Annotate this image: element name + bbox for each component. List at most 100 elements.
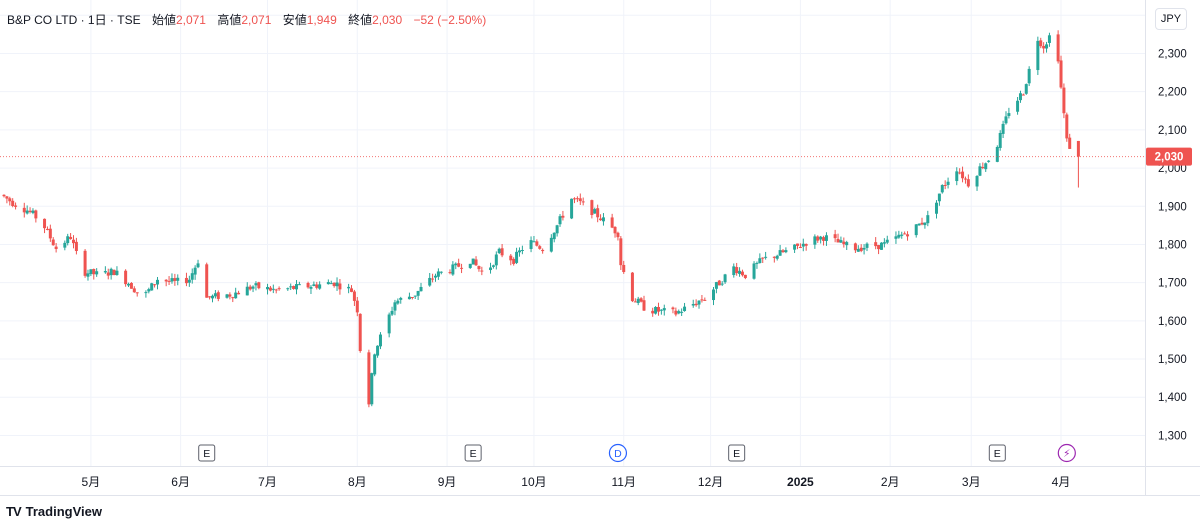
tradingview-brand[interactable]: TV TradingView bbox=[6, 504, 102, 519]
event-label: ⚡ bbox=[1063, 448, 1070, 460]
candle-body bbox=[271, 288, 275, 290]
candle-body bbox=[5, 196, 9, 199]
candle-body bbox=[772, 256, 776, 258]
price-axis[interactable]: 1,300 1,400 1,500 1,600 1,700 1,800 1,900 2,000… bbox=[1146, 10, 1192, 442]
candle-body bbox=[541, 249, 545, 252]
candle-body bbox=[923, 222, 927, 226]
candle-body bbox=[213, 293, 217, 297]
event-markers[interactable]: E E D E E ⚡ bbox=[198, 443, 1076, 463]
candle-body bbox=[906, 234, 910, 237]
candle-body bbox=[549, 237, 553, 252]
candle-body bbox=[225, 294, 229, 298]
candle-body bbox=[245, 286, 249, 296]
news-event-marker[interactable]: ⚡ bbox=[1057, 443, 1076, 463]
grid-lines bbox=[0, 0, 1145, 466]
candle-body bbox=[573, 198, 576, 200]
earnings-event-marker[interactable]: E bbox=[728, 444, 746, 462]
candle-body bbox=[228, 294, 232, 297]
candle-body bbox=[552, 232, 556, 240]
candle-body bbox=[1016, 100, 1020, 112]
candle-body bbox=[352, 291, 356, 301]
candle-body bbox=[995, 146, 999, 162]
candle-body bbox=[1045, 44, 1049, 49]
candle-body bbox=[431, 278, 435, 280]
candle-body bbox=[277, 288, 281, 290]
candle-body bbox=[862, 248, 866, 250]
y-tick-label: 1,600 bbox=[1158, 316, 1187, 328]
candle-body bbox=[376, 345, 380, 356]
candle-body bbox=[639, 298, 643, 302]
x-tick-label: 11月 bbox=[611, 475, 635, 489]
candle-body bbox=[816, 236, 820, 241]
candle-body bbox=[1001, 123, 1005, 134]
candle-body bbox=[885, 239, 889, 243]
earnings-event-marker[interactable]: E bbox=[988, 444, 1006, 462]
candle-body bbox=[966, 179, 970, 187]
candle-body bbox=[127, 283, 131, 286]
candle-body bbox=[622, 264, 626, 273]
earnings-event-marker[interactable]: E bbox=[198, 444, 216, 462]
candle-body bbox=[48, 228, 52, 239]
earnings-event-marker[interactable]: E bbox=[464, 444, 482, 462]
candle-body bbox=[865, 243, 869, 248]
candle-body bbox=[853, 243, 857, 251]
symbol-title: B&P CO LTD · 1日 · TSE bbox=[7, 13, 141, 27]
candle-body bbox=[124, 270, 128, 285]
candle-body bbox=[877, 245, 881, 250]
x-tick-label: 6月 bbox=[171, 475, 190, 489]
candle-body bbox=[636, 298, 640, 303]
candle-body bbox=[167, 280, 171, 282]
candle-body bbox=[781, 250, 785, 253]
candle-body bbox=[306, 282, 310, 288]
candle-body bbox=[155, 279, 159, 285]
candle-body bbox=[234, 292, 238, 299]
candle-body bbox=[106, 272, 110, 276]
candle-body bbox=[691, 304, 695, 306]
candle-body bbox=[943, 184, 947, 186]
candle-body bbox=[358, 313, 362, 352]
candle-body bbox=[662, 308, 666, 311]
candle-body bbox=[164, 279, 168, 282]
candle-body bbox=[517, 250, 521, 253]
candle-body bbox=[903, 233, 907, 235]
candle-body bbox=[63, 242, 67, 248]
dividend-event-marker[interactable]: D bbox=[608, 443, 628, 463]
candle-body bbox=[651, 310, 655, 314]
candle-body bbox=[294, 284, 298, 290]
axes bbox=[0, 0, 1200, 496]
candle-body bbox=[633, 301, 637, 303]
candle-body bbox=[407, 296, 411, 300]
candle-body bbox=[735, 267, 739, 274]
candle-body bbox=[680, 311, 684, 313]
candle-body bbox=[561, 215, 565, 218]
candle-body bbox=[610, 217, 614, 228]
candle-body bbox=[150, 283, 154, 291]
x-tick-label: 7月 bbox=[258, 475, 277, 489]
candle-body bbox=[274, 289, 278, 291]
candle-body bbox=[144, 292, 148, 294]
y-tick-label: 2,200 bbox=[1158, 87, 1187, 99]
candle-body bbox=[703, 299, 707, 301]
time-axis[interactable]: 5月 6月 7月 8月 9月 10月 11月 12月 2025 2月 3月 4月 bbox=[82, 475, 1071, 489]
open-label: 始値 bbox=[151, 13, 176, 27]
candle-body bbox=[674, 310, 678, 315]
candle-body bbox=[416, 290, 420, 296]
candlestick-series bbox=[2, 30, 1080, 408]
y-tick-label: 1,300 bbox=[1158, 430, 1187, 442]
currency-button[interactable]: JPY bbox=[1155, 8, 1187, 30]
candle-body bbox=[266, 286, 270, 290]
candle-body bbox=[289, 286, 293, 288]
candle-body bbox=[596, 208, 600, 218]
candle-body bbox=[251, 286, 255, 289]
candle-body bbox=[92, 269, 96, 275]
y-tick-label: 1,900 bbox=[1158, 201, 1187, 213]
candle-body bbox=[45, 228, 49, 230]
candle-body bbox=[2, 194, 6, 197]
y-tick-label: 2,300 bbox=[1158, 48, 1187, 60]
candle-body bbox=[914, 224, 918, 236]
candle-body bbox=[845, 242, 849, 246]
candle-body bbox=[1059, 60, 1063, 88]
candle-body bbox=[616, 232, 620, 238]
candle-body bbox=[132, 288, 136, 293]
